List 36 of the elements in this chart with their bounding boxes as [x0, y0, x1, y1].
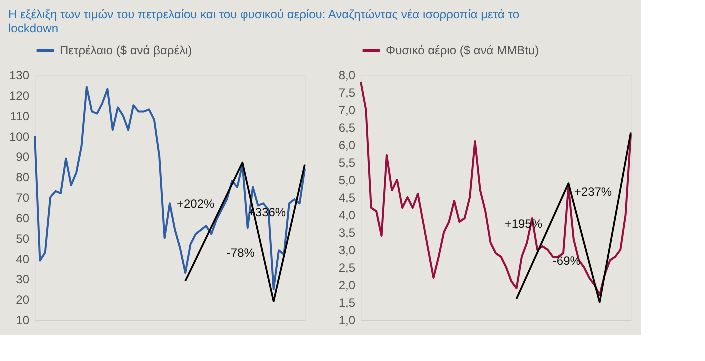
y-tick-label: 1,0 [338, 314, 356, 328]
y-tick-label: 6,0 [338, 138, 356, 152]
y-tick-label: 80 [16, 170, 30, 185]
y-tick-label: 4,5 [338, 191, 356, 205]
y-tick-label: 7,0 [338, 104, 356, 118]
y-tick-label: 3,5 [338, 226, 356, 240]
y-tick-label: 40 [16, 252, 30, 266]
y-tick-label: 5,0 [338, 174, 356, 188]
y-tick-label: 130 [9, 68, 30, 82]
y-tick-label: 110 [10, 109, 30, 124]
y-tick-label: 8,0 [338, 68, 356, 82]
y-tick-label: 90 [16, 150, 30, 164]
y-tick-label: 120 [9, 88, 30, 103]
annotation: +202% [177, 197, 216, 212]
y-tick-label: 3,0 [338, 244, 356, 258]
y-tick-label: 100 [9, 130, 30, 144]
y-tick-label: 20 [16, 293, 30, 308]
chart-title: Η εξέλιξη των τιμών του πετρελαίου και του φυσικού αερίου: Αναζητώντας νέα ισορροπία μετά το lockdown [8, 8, 520, 36]
y-tick-label: 10 [16, 314, 30, 328]
y-tick-label: 2,5 [338, 261, 356, 275]
annotation: +237% [574, 185, 612, 200]
y-tick-label: 1,5 [338, 296, 356, 310]
y-tick-label: 30 [16, 272, 30, 287]
legend-label: Φυσικό αέριο ($ ανά MMBtu) [386, 44, 540, 58]
y-tick-label: 2,0 [338, 278, 356, 292]
y-tick-label: 50 [16, 232, 30, 246]
y-tick-label: 5,5 [338, 156, 356, 170]
y-tick-label: 70 [16, 191, 30, 205]
annotation: -78% [226, 246, 256, 260]
y-tick-label: 60 [16, 211, 30, 226]
y-tick-label: 4,0 [338, 208, 356, 222]
y-tick-label: 6,5 [338, 121, 356, 135]
line-series [360, 81, 632, 296]
legend-label: Πετρέλαιο ($ ανά βαρέλι) [60, 44, 192, 58]
line-series [34, 86, 306, 290]
y-tick-label: 7,5 [338, 86, 356, 100]
